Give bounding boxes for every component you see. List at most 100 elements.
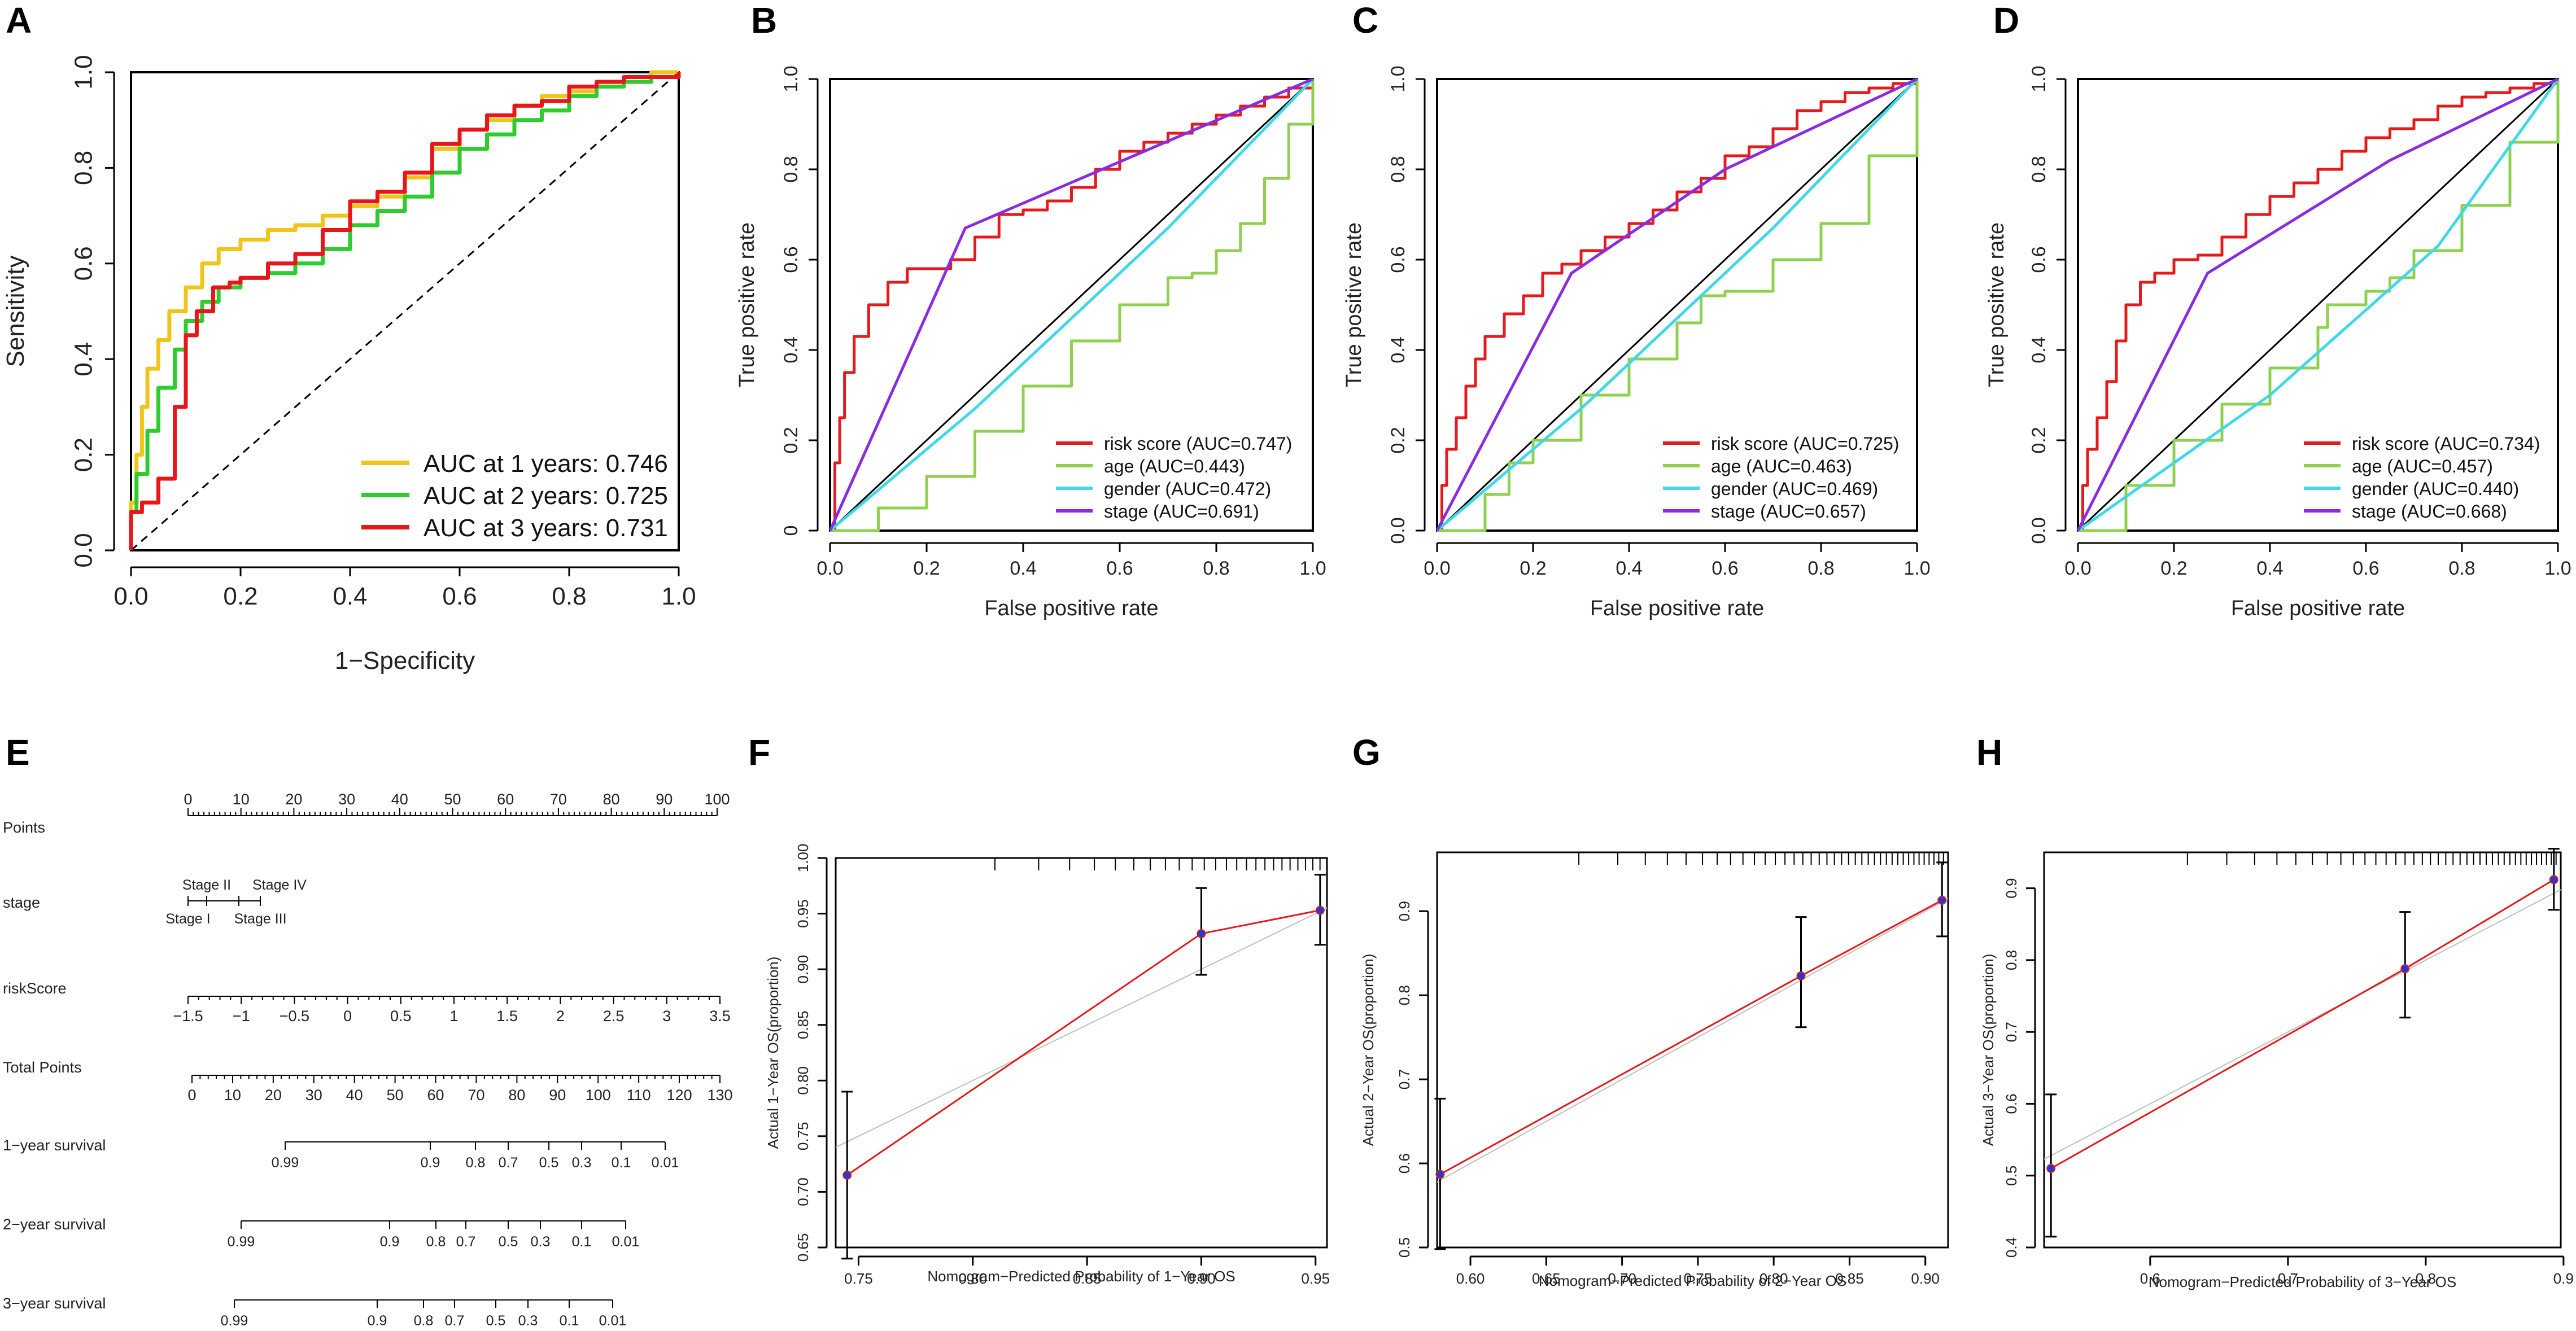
- roc-curve-3: [129, 72, 681, 550]
- nomogram-tick-label: 0.99: [221, 1313, 248, 1329]
- nomogram-tick-label: 0.01: [612, 1234, 640, 1250]
- nomogram-tick-label: 100: [586, 1087, 611, 1104]
- nomogram-tick-label: 10: [224, 1087, 241, 1104]
- nomogram-tick-label: 0.8: [426, 1234, 446, 1250]
- nomogram-tick-label: Stage I: [165, 911, 210, 927]
- legend-label: AUC at 2 years: 0.725: [423, 482, 668, 510]
- x-tick-label: 0.6: [2352, 558, 2379, 579]
- y-tick-label: 1.00: [794, 844, 811, 873]
- y-axis-label: Actual 2−Year OS(proportion): [1360, 954, 1377, 1146]
- legend-label: age (AUC=0.443): [1104, 456, 1245, 476]
- roc-curve-2: [830, 79, 1315, 532]
- nomogram-tick-label: 0.9: [421, 1155, 440, 1171]
- nomogram-row-5: 2−year survival 0.99 0.9 0.8 0.7 0.5 0.3 0.1 0.0…: [3, 1216, 639, 1250]
- x-tick-label: 0.2: [2160, 558, 2187, 579]
- nomogram-tick-label: 80: [508, 1087, 525, 1104]
- nomogram-tick-label: 90: [549, 1087, 566, 1104]
- x-tick-label: 0.4: [1616, 558, 1642, 579]
- legend-label: age (AUC=0.463): [1711, 456, 1852, 476]
- chart-C: 0.0 0.2 0.4 0.6 0.8 1.0 0.0 0.2 0.4 0.6 0.8 1.0 Fals…: [1342, 65, 1931, 620]
- x-tick-label: 1.0: [1903, 558, 1930, 579]
- x-tick-label: 0.85: [1073, 1270, 1102, 1287]
- roc-curve-3: [829, 78, 1314, 532]
- y-tick-label: 0.8: [1396, 985, 1413, 1005]
- nomogram-tick-label: 10: [233, 791, 250, 808]
- x-tick-label: 0.8: [2416, 1270, 2436, 1287]
- nomogram-row-points: Points 0 10 20 30 40 50 60 70 80 90 100: [3, 791, 730, 836]
- roc-curve-2: [1437, 79, 1919, 532]
- nomogram-tick-label: −1.5: [173, 1008, 203, 1024]
- y-tick-label: 0.8: [1387, 156, 1409, 182]
- x-tick-label: 0.4: [2256, 558, 2283, 579]
- x-tick-label: 0.70: [1608, 1270, 1636, 1287]
- y-tick-label: 0.0: [1387, 517, 1409, 544]
- chart-D: 0.0 0.2 0.4 0.6 0.8 1.0 0.0 0.2 0.4 0.6 0.8 1.0 Fals…: [1985, 65, 2571, 620]
- y-tick-label: 0.4: [1387, 336, 1409, 363]
- y-tick-label: 1.0: [1387, 65, 1409, 92]
- nomogram-tick-label: 2: [556, 1008, 565, 1024]
- calibration-point: [842, 1170, 852, 1180]
- y-tick-label: 0.4: [2028, 336, 2050, 363]
- nomogram-tick-label: 60: [497, 791, 514, 808]
- plot-frame: [1436, 851, 1949, 1249]
- nomogram-tick-label: 60: [427, 1087, 444, 1104]
- y-tick-label: 0.6: [2028, 246, 2050, 273]
- panel-letter-F: F: [748, 732, 770, 773]
- legend-label: gender (AUC=0.440): [2352, 479, 2519, 499]
- nomogram-tick-label: 0.9: [368, 1313, 387, 1329]
- roc-curve-1: [830, 79, 1315, 532]
- x-axis-label: False positive rate: [984, 597, 1158, 620]
- y-tick-label: 0.5: [2003, 1166, 2020, 1186]
- y-tick-label: 0.2: [70, 437, 98, 472]
- x-tick-label: 1.0: [2544, 558, 2571, 579]
- nomogram-tick-label: 0.9: [380, 1234, 400, 1250]
- nomogram-tick-label: −0.5: [280, 1008, 309, 1024]
- x-tick-label: 0.80: [1759, 1270, 1788, 1287]
- y-tick-label: 1.0: [70, 55, 98, 89]
- nomogram-tick-label: Stage II: [182, 877, 231, 893]
- nomogram-tick-label: 0.8: [414, 1313, 434, 1329]
- y-tick-label: 0.8: [2028, 156, 2050, 182]
- nomogram-tick-label: 2.5: [603, 1008, 625, 1024]
- nomogram-tick-label: 100: [704, 791, 730, 808]
- nomogram-tick-label: 1: [449, 1008, 458, 1024]
- x-tick-label: 0.6: [442, 583, 477, 610]
- y-tick-label: 0.0: [70, 533, 98, 567]
- x-tick-label: 0.8: [1203, 558, 1229, 579]
- nomogram-tick-label: 0: [343, 1008, 352, 1024]
- reference-diagonal: [829, 78, 1314, 532]
- nomogram-tick-label: 3: [662, 1008, 671, 1024]
- nomogram-tick-label: 0.7: [499, 1155, 518, 1171]
- nomogram-tick-label: 90: [656, 791, 673, 808]
- y-tick-label: 0.2: [2028, 427, 2050, 453]
- legend-label: stage (AUC=0.691): [1104, 501, 1259, 522]
- y-tick-label: 0.8: [2003, 950, 2020, 970]
- x-tick-label: 0.2: [1520, 558, 1546, 579]
- nomogram-tick-label: 20: [285, 791, 302, 808]
- x-tick-label: 0.8: [2448, 558, 2475, 579]
- nomogram-row-3: Total Points 0 10 20 30 40 50 60 70 80 90 100 110 120…: [3, 1059, 733, 1104]
- nomogram-tick-label: 30: [305, 1087, 322, 1104]
- nomogram-tick-label: 70: [468, 1087, 484, 1104]
- nomogram-tick-label: 0.5: [539, 1155, 559, 1171]
- nomogram-tick-label: 30: [338, 791, 355, 808]
- x-axis-label: 1−Specificity: [335, 647, 475, 675]
- panel-letter-H: H: [1976, 732, 2002, 773]
- y-tick-label: 0.7: [2003, 1022, 2020, 1042]
- legend-label: risk score (AUC=0.734): [2352, 434, 2540, 454]
- plot-frame: [1436, 78, 1918, 532]
- nomogram-row-label: riskScore: [3, 980, 67, 997]
- x-tick-label: 0.90: [1911, 1270, 1940, 1287]
- chart-G: 0.60 0.65 0.70 0.75 0.80 0.85 0.90 0.5 0.6 0.7 0.8…: [1360, 851, 1949, 1289]
- calibration-point: [1796, 971, 1806, 980]
- x-axis-label: False positive rate: [1590, 597, 1764, 620]
- nomogram-tick-label: 0.5: [390, 1008, 412, 1024]
- nomogram-row-label: 3−year survival: [3, 1295, 106, 1312]
- nomogram-row-label: stage: [3, 894, 40, 911]
- nomogram-row-4: 1−year survival 0.99 0.9 0.8 0.7 0.5 0.3 0.1 0.0…: [3, 1137, 679, 1171]
- x-tick-label: 0.0: [113, 583, 148, 610]
- roc-curve-4: [828, 77, 1313, 532]
- x-tick-label: 0.0: [1424, 558, 1450, 579]
- x-tick-label: 0.65: [1532, 1270, 1561, 1287]
